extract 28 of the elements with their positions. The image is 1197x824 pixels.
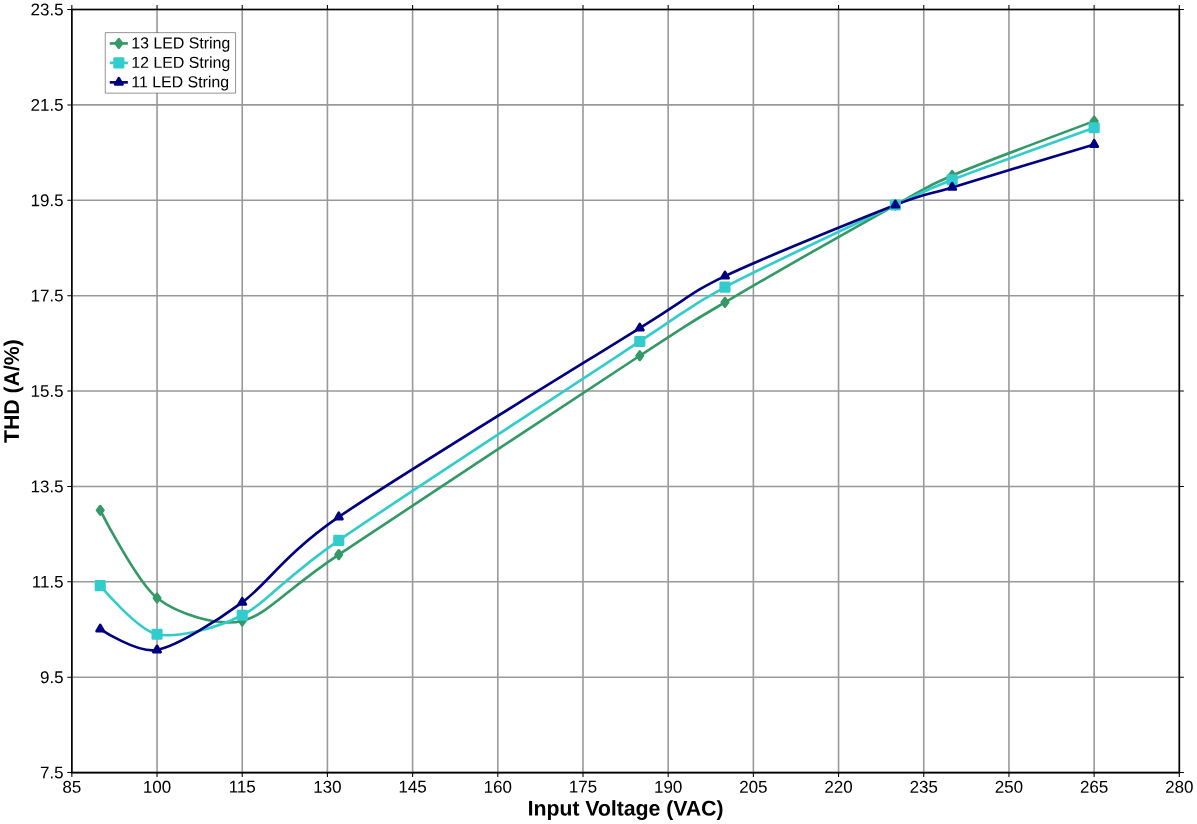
x-tick-label: 85 [63, 781, 81, 794]
legend-label: 11 LED String [132, 76, 229, 91]
y-tick-label: 17.5 [31, 289, 63, 302]
y-axis-title: THD (A/%) [3, 340, 24, 443]
y-tick-label: 19.5 [31, 194, 63, 207]
x-tick-label: 235 [910, 781, 938, 794]
x-tick-label: 100 [144, 781, 171, 794]
y-tick-label: 23.5 [31, 3, 63, 16]
x-tick-label: 130 [314, 781, 341, 794]
x-tick-label: 205 [740, 781, 767, 794]
x-tick-label: 160 [484, 781, 512, 794]
x-tick-label: 190 [655, 781, 682, 794]
y-tick-label: 15.5 [31, 385, 63, 398]
x-tick-label: 220 [825, 781, 853, 794]
x-axis-title: Input Voltage (VAC) [529, 800, 723, 821]
x-tick-label: 250 [995, 781, 1023, 794]
x-tick-label: 175 [570, 781, 597, 793]
y-tick-label: 7.5 [40, 766, 63, 779]
y-tick-label: 11.5 [33, 576, 63, 588]
x-tick-label: 145 [399, 781, 427, 793]
y-tick-label: 21.5 [31, 99, 63, 112]
x-tick-label: 265 [1080, 781, 1108, 794]
x-tick-label: 115 [230, 781, 256, 793]
legend-label: 12 LED String [132, 56, 230, 72]
x-tick-label: 280 [1166, 781, 1193, 794]
y-tick-label: 13.5 [31, 480, 63, 493]
y-tick-label: 9.5 [40, 671, 63, 684]
legend-label: 13 LED String [132, 37, 230, 52]
